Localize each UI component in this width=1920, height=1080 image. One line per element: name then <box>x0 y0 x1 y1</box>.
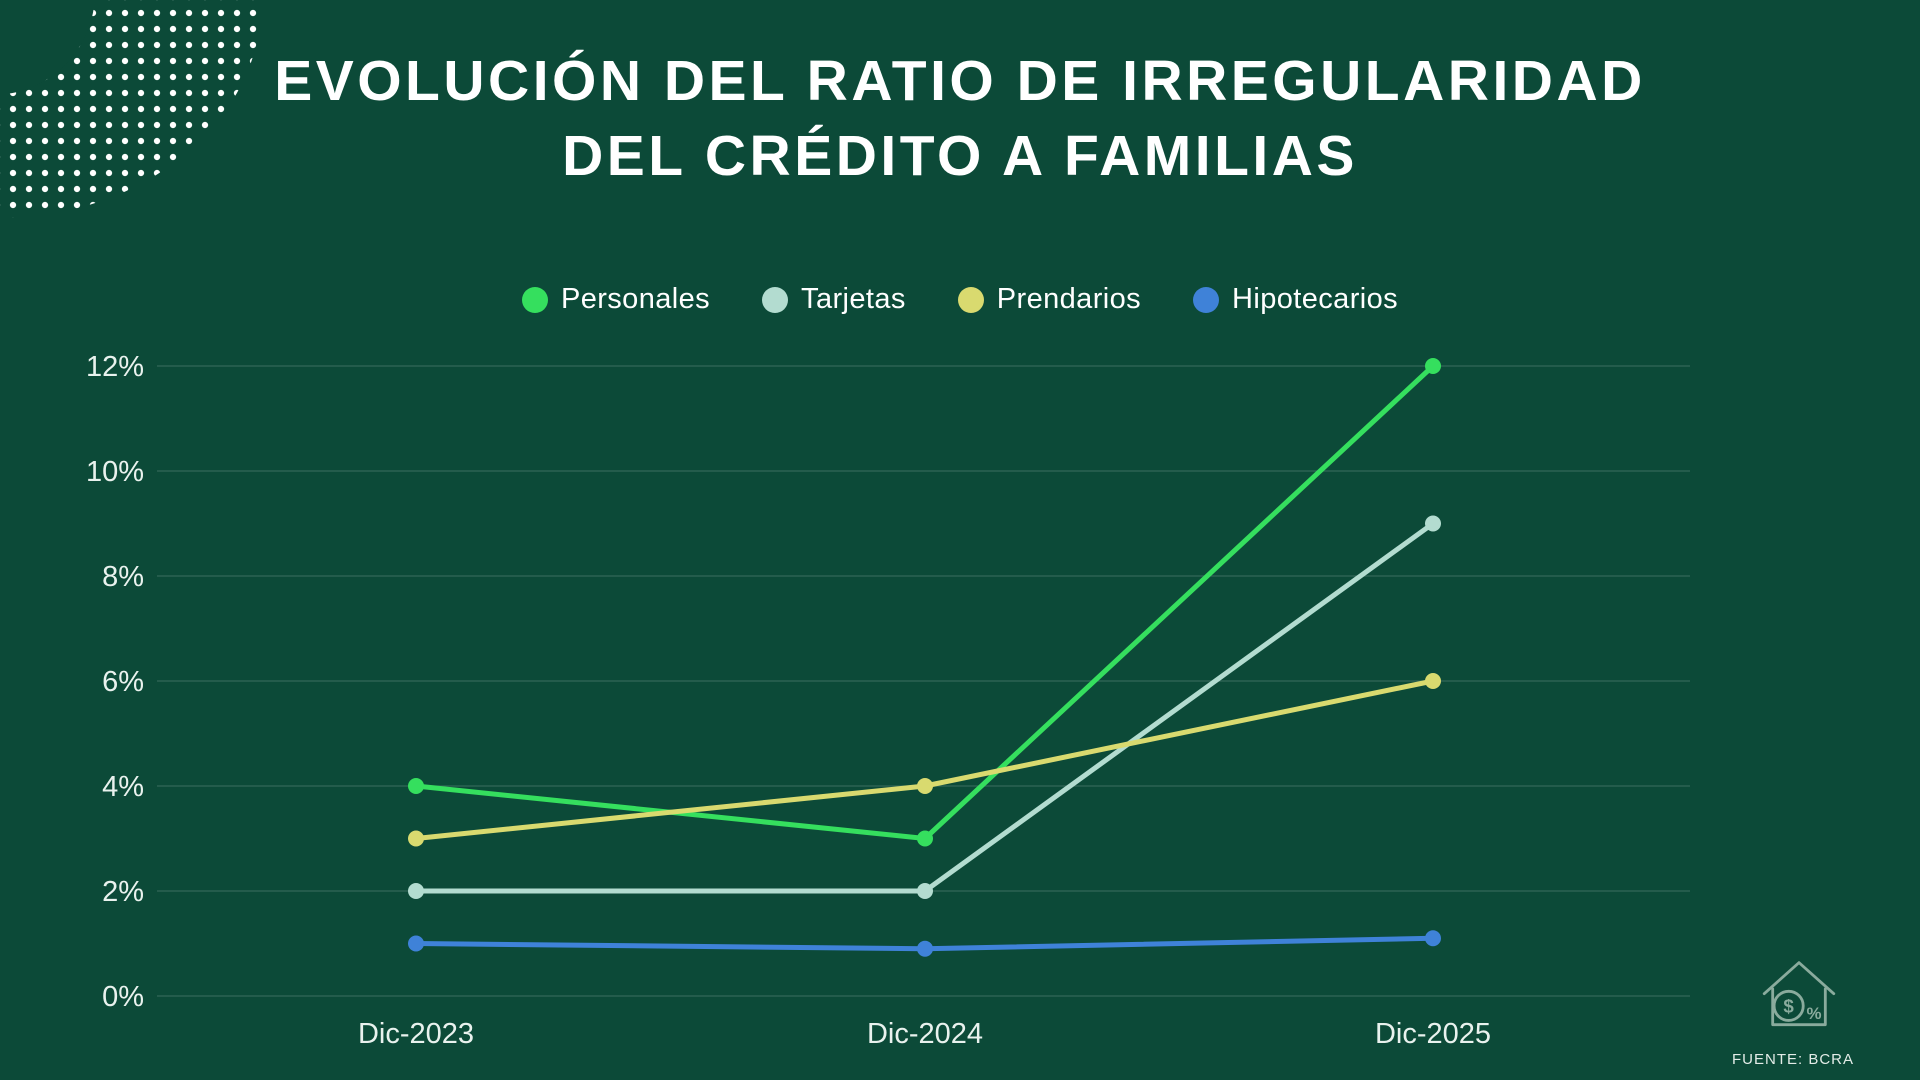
y-axis-label: 10% <box>86 456 144 488</box>
data-point-personales-Dic-2023 <box>408 778 424 794</box>
y-axis-label: 12% <box>86 351 144 383</box>
legend-swatch <box>521 286 548 313</box>
x-axis-label: Dic-2023 <box>358 1018 474 1050</box>
dollar-glyph: $ <box>1783 995 1794 1016</box>
legend-swatch <box>957 286 984 313</box>
y-axis-label: 8% <box>102 561 144 593</box>
page-title: EVOLUCIÓN DEL RATIO DE IRREGULARIDAD DEL… <box>0 44 1920 194</box>
legend-item-personales: Personales <box>521 283 711 316</box>
legend-swatch <box>1193 286 1220 313</box>
data-point-prendarios-Dic-2025 <box>1425 673 1441 689</box>
y-axis-label: 2% <box>102 876 144 908</box>
source-label: FUENTE: BCRA <box>1731 1051 1854 1068</box>
percent-glyph: % <box>1807 1004 1822 1023</box>
x-axis-label: Dic-2024 <box>867 1018 983 1050</box>
legend-label: Tarjetas <box>801 283 906 315</box>
legend-label: Personales <box>560 283 711 315</box>
data-point-hipotecarios-Dic-2025 <box>1425 930 1441 947</box>
data-point-hipotecarios-Dic-2024 <box>917 940 933 957</box>
legend-label: Hipotecarios <box>1232 283 1399 315</box>
dot-grid-decoration <box>0 0 262 218</box>
x-axis-label: Dic-2025 <box>1375 1018 1491 1050</box>
data-point-tarjetas-Dic-2024 <box>917 883 933 899</box>
data-point-tarjetas-Dic-2025 <box>1425 515 1441 532</box>
house-finance-icon: $ % <box>1762 961 1836 1027</box>
legend-item-prendarios: Prendarios <box>957 283 1142 316</box>
y-axis-label: 6% <box>102 666 144 698</box>
data-point-prendarios-Dic-2023 <box>408 830 424 847</box>
legend-item-tarjetas: Tarjetas <box>762 283 906 316</box>
legend-swatch <box>762 286 789 313</box>
y-axis-label: 0% <box>102 981 144 1013</box>
house-walls <box>1771 987 1827 1027</box>
page-title-line1: EVOLUCIÓN DEL RATIO DE IRREGULARIDAD <box>274 49 1646 113</box>
legend-item-hipotecarios: Hipotecarios <box>1193 283 1398 316</box>
dollar-circle <box>1772 989 1805 1022</box>
page-title-line2: DEL CRÉDITO A FAMILIAS <box>562 124 1358 189</box>
data-point-personales-Dic-2024 <box>917 830 933 847</box>
data-point-prendarios-Dic-2024 <box>917 778 933 794</box>
data-point-personales-Dic-2025 <box>1425 358 1441 374</box>
legend-label: Prendarios <box>996 283 1142 315</box>
series-line-personales <box>413 363 1436 841</box>
y-axis-label: 4% <box>102 771 144 803</box>
house-roof <box>1762 961 1836 996</box>
series-line-prendarios <box>413 678 1436 841</box>
data-point-tarjetas-Dic-2023 <box>408 883 424 899</box>
legend: Personales Tarjetas Prendarios Hipotecarios <box>0 283 1920 316</box>
data-point-hipotecarios-Dic-2023 <box>408 935 424 952</box>
